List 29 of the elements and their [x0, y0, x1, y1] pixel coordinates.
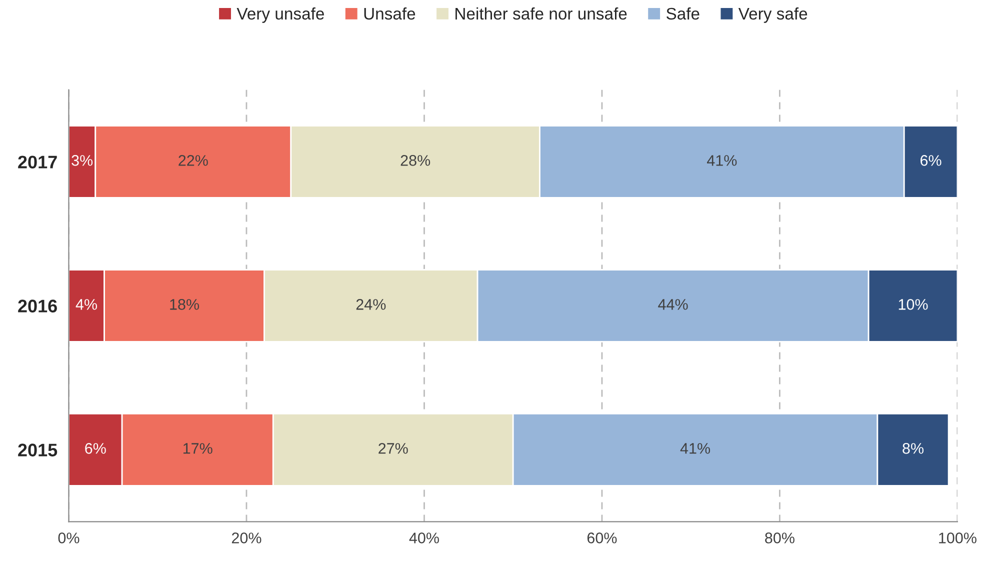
- x-tick-label: 100%: [939, 532, 976, 544]
- data-label: 6%: [920, 155, 942, 166]
- data-label: 41%: [707, 155, 737, 166]
- data-label: 44%: [658, 299, 688, 310]
- x-tick-label: 60%: [587, 532, 617, 544]
- x-tick-label: 40%: [409, 532, 439, 544]
- x-tick-label: 20%: [232, 532, 262, 544]
- y-tick-label: 2016: [18, 300, 57, 312]
- data-label: 27%: [378, 443, 408, 454]
- data-label: 18%: [170, 299, 200, 310]
- data-label: 17%: [183, 443, 212, 454]
- legend-label: Very safe: [738, 7, 808, 23]
- legend-label: Very unsafe: [236, 7, 324, 23]
- data-label: 10%: [898, 299, 928, 310]
- y-tick-label: 2017: [18, 156, 57, 168]
- data-label: 6%: [85, 443, 106, 454]
- y-tick-label: 2015: [18, 444, 58, 456]
- legend-label: Safe: [666, 7, 700, 20]
- data-label: 8%: [902, 443, 924, 454]
- data-label: 3%: [72, 155, 93, 166]
- x-tick-label: 80%: [765, 532, 794, 544]
- legend-label: Unsafe: [364, 7, 416, 20]
- data-label: 41%: [680, 443, 710, 454]
- data-label: 24%: [356, 299, 386, 310]
- data-label: 28%: [400, 155, 430, 166]
- x-tick-label: 0%: [58, 532, 80, 544]
- data-label: 22%: [178, 155, 208, 166]
- legend-label: Neither safe nor unsafe: [456, 7, 627, 20]
- data-label: 4%: [76, 299, 98, 310]
